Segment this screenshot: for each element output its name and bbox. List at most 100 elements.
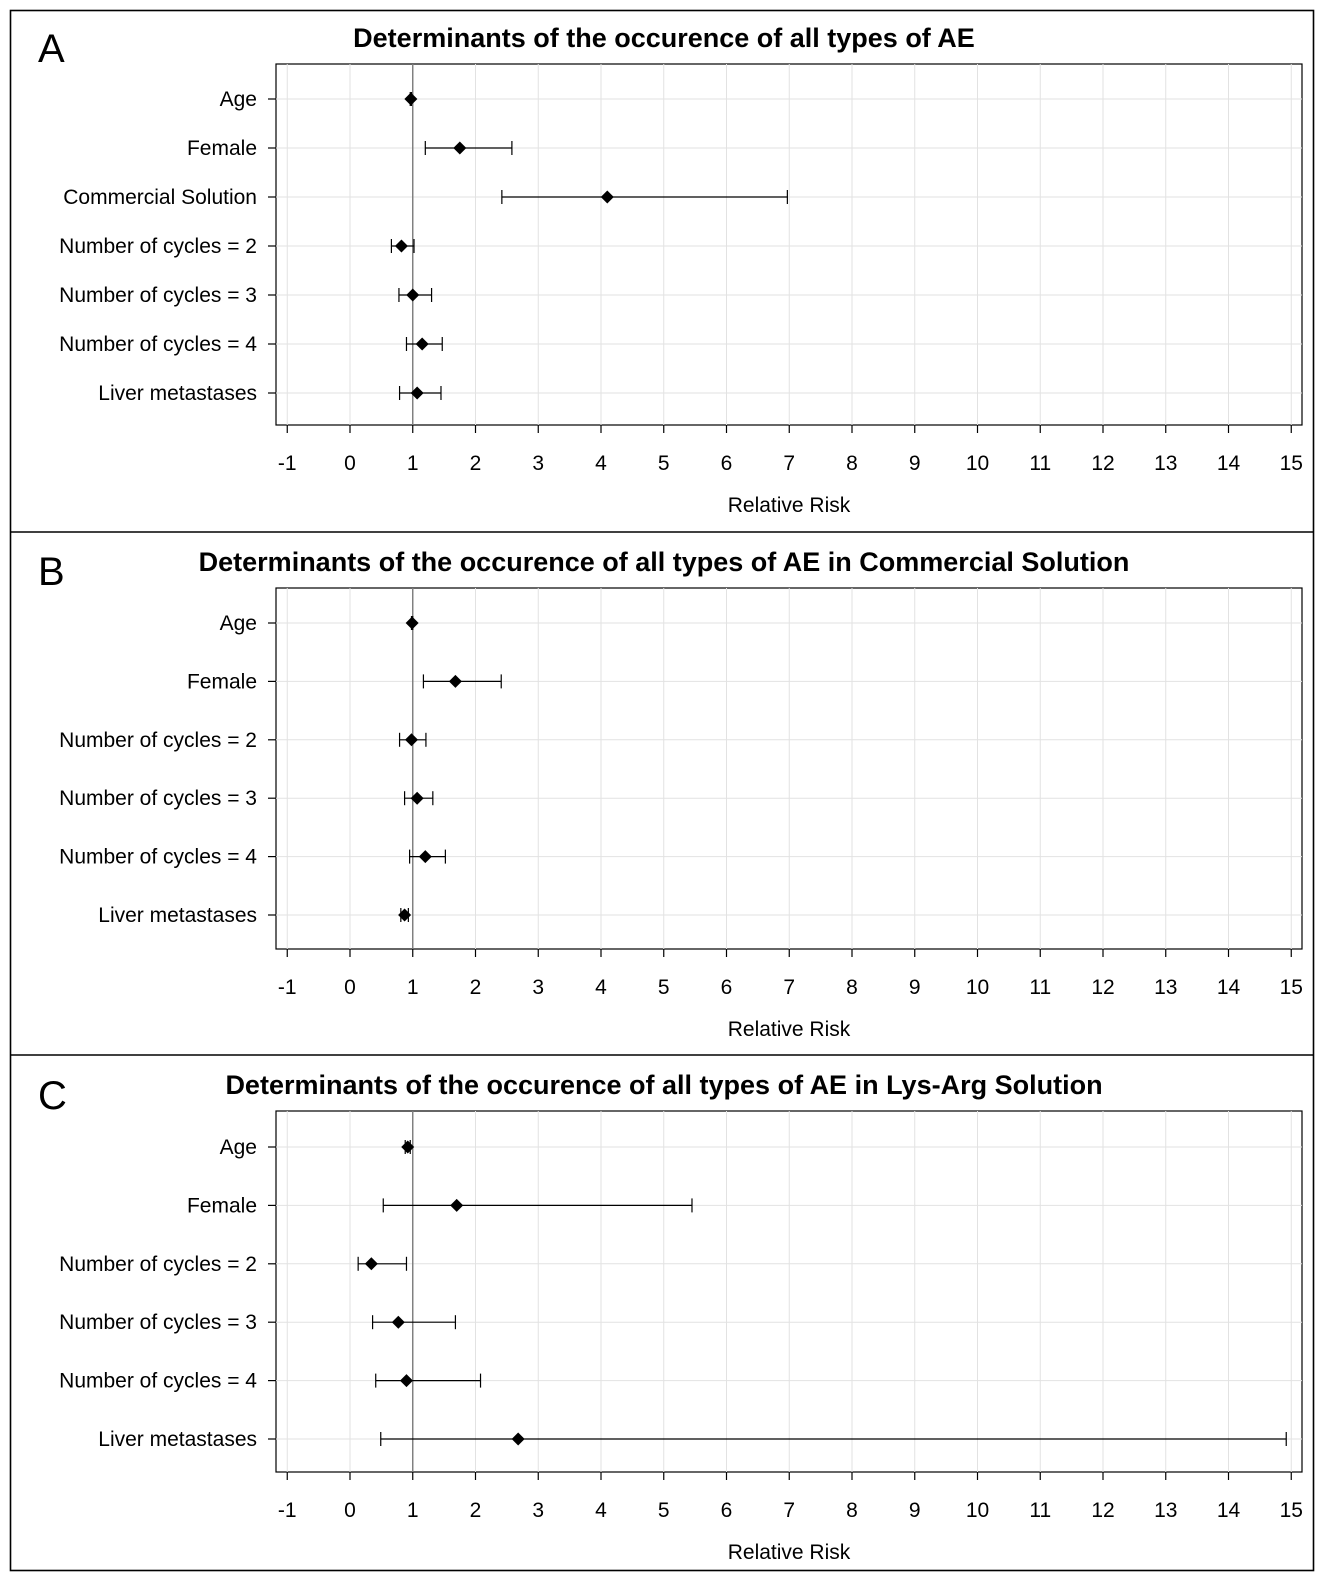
point-estimate	[406, 288, 420, 302]
forest-panel-a: A Determinants of the occurence of all ty…	[38, 23, 1303, 517]
point-estimate	[410, 791, 424, 805]
x-tick-label: 2	[470, 452, 482, 475]
x-tick-label: 10	[966, 452, 989, 475]
panel-letter: B	[38, 550, 65, 594]
x-tick-label: 10	[966, 976, 989, 999]
x-tick-label: -1	[278, 1499, 297, 1522]
row-label: Number of cycles = 3	[59, 1311, 257, 1334]
x-tick-label: 9	[909, 976, 921, 999]
row-label: Number of cycles = 4	[59, 333, 257, 356]
x-tick-label: 3	[532, 452, 544, 475]
chart-title: Determinants of the occurence of all typ…	[225, 1070, 1102, 1100]
x-tick-label: 7	[783, 976, 795, 999]
point-estimate	[398, 908, 412, 922]
x-tick-label: 5	[658, 1499, 670, 1522]
point-estimate	[405, 616, 419, 630]
row-label: Age	[220, 88, 257, 111]
x-tick-label: 9	[909, 1499, 921, 1522]
x-axis-label: Relative Risk	[728, 1018, 851, 1041]
x-tick-label: -1	[278, 452, 297, 475]
point-estimate	[394, 239, 408, 253]
row-label: Liver metastases	[98, 1428, 257, 1451]
row-label: Female	[187, 670, 257, 693]
figure-frame	[9, 9, 1315, 1572]
point-estimate	[404, 733, 418, 747]
x-tick-label: 13	[1154, 976, 1177, 999]
row-label: Number of cycles = 2	[59, 1253, 257, 1276]
x-tick-label: 15	[1280, 1499, 1303, 1522]
row-label: Liver metastases	[98, 904, 257, 927]
point-estimate	[448, 674, 462, 688]
row-label: Female	[187, 137, 257, 160]
forest-panel-c: C Determinants of the occurence of all ty…	[38, 1070, 1303, 1564]
x-tick-label: 10	[966, 1499, 989, 1522]
row-label: Number of cycles = 4	[59, 846, 257, 869]
x-tick-label: 0	[344, 976, 356, 999]
x-tick-label: 3	[532, 976, 544, 999]
point-estimate	[401, 1140, 415, 1154]
x-tick-label: 5	[658, 976, 670, 999]
x-tick-label: 3	[532, 1499, 544, 1522]
x-tick-label: 13	[1154, 1499, 1177, 1522]
x-tick-label: 14	[1217, 1499, 1241, 1522]
x-tick-label: 14	[1217, 452, 1241, 475]
point-estimate	[418, 850, 432, 864]
x-axis-label: Relative Risk	[728, 1541, 851, 1564]
x-tick-label: 1	[407, 1499, 419, 1522]
x-tick-label: 6	[721, 976, 733, 999]
point-estimate	[450, 1198, 464, 1212]
x-tick-label: 13	[1154, 452, 1177, 475]
row-label: Liver metastases	[98, 382, 257, 405]
x-tick-label: 6	[721, 1499, 733, 1522]
row-label: Number of cycles = 3	[59, 787, 257, 810]
row-label: Number of cycles = 2	[59, 729, 257, 752]
x-tick-label: 4	[595, 452, 607, 475]
x-tick-label: 1	[407, 976, 419, 999]
row-label: Age	[220, 612, 257, 635]
x-tick-label: 15	[1280, 452, 1303, 475]
row-label: Age	[220, 1136, 257, 1159]
x-tick-label: 5	[658, 452, 670, 475]
point-estimate	[364, 1257, 378, 1271]
chart-title: Determinants of the occurence of all typ…	[353, 23, 975, 53]
x-tick-label: 12	[1091, 1499, 1114, 1522]
x-tick-label: 11	[1029, 976, 1051, 999]
x-tick-label: 14	[1217, 976, 1241, 999]
panel-letter: C	[38, 1074, 67, 1118]
x-tick-label: 8	[846, 452, 858, 475]
x-tick-label: 1	[407, 452, 419, 475]
forest-panel-b: B Determinants of the occurence of all ty…	[38, 547, 1303, 1041]
point-estimate	[391, 1315, 405, 1329]
point-estimate	[415, 337, 429, 351]
x-tick-label: 12	[1091, 452, 1114, 475]
row-label: Number of cycles = 2	[59, 235, 257, 258]
row-label: Number of cycles = 4	[59, 1370, 257, 1393]
x-tick-label: -1	[278, 976, 297, 999]
x-tick-label: 8	[846, 976, 858, 999]
x-axis-label: Relative Risk	[728, 494, 851, 517]
x-tick-label: 2	[470, 1499, 482, 1522]
x-tick-label: 15	[1280, 976, 1303, 999]
point-estimate	[600, 190, 614, 204]
x-tick-label: 11	[1029, 1499, 1051, 1522]
x-tick-label: 4	[595, 976, 607, 999]
panel-letter: A	[38, 27, 65, 71]
x-tick-label: 0	[344, 452, 356, 475]
row-label: Number of cycles = 3	[59, 284, 257, 307]
x-tick-label: 0	[344, 1499, 356, 1522]
chart-title: Determinants of the occurence of all typ…	[199, 547, 1130, 577]
point-estimate	[511, 1432, 525, 1446]
row-label: Female	[187, 1194, 257, 1217]
x-tick-label: 12	[1091, 976, 1114, 999]
x-tick-label: 8	[846, 1499, 858, 1522]
point-estimate	[410, 386, 424, 400]
row-label: Commercial Solution	[63, 186, 257, 209]
x-tick-label: 7	[783, 452, 795, 475]
point-estimate	[453, 141, 467, 155]
x-tick-label: 6	[721, 452, 733, 475]
x-tick-label: 11	[1029, 452, 1051, 475]
x-tick-label: 9	[909, 452, 921, 475]
point-estimate	[404, 92, 418, 106]
